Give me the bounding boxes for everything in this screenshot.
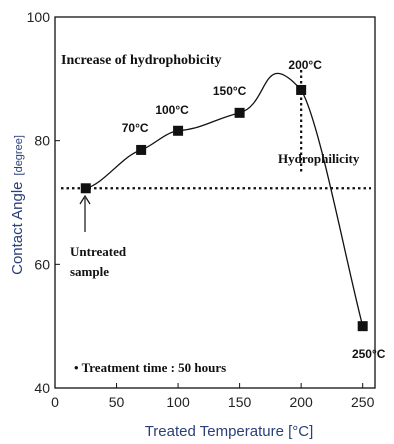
untreated-arrow-head <box>79 194 91 205</box>
annotation-treatment-time: • Treatment time : 50 hours <box>74 360 226 375</box>
data-point-marker <box>296 84 307 95</box>
x-tick-label: 200 <box>289 394 313 410</box>
data-point-marker <box>173 125 184 136</box>
y-tick-label: 40 <box>34 380 50 396</box>
data-point-marker <box>136 144 147 155</box>
point-label: 100°C <box>155 103 189 117</box>
axis-ticks: 0 50 100 150 200 250 40 60 80 100 <box>27 9 375 410</box>
x-axis-title: Treated Temperature [°C] <box>145 423 314 440</box>
annotation-untreated-line1: Untreated <box>70 244 127 259</box>
x-tick-label: 0 <box>51 394 59 410</box>
x-tick-label: 100 <box>166 394 190 410</box>
data-points <box>80 84 368 332</box>
data-point-marker <box>357 321 368 332</box>
annotation-increase-hydrophobicity: Increase of hydrophobicity <box>61 53 222 68</box>
x-tick-label: 250 <box>351 394 375 410</box>
x-tick-label: 50 <box>109 394 125 410</box>
y-axis-title: Contact Angle [degree] <box>9 135 26 275</box>
x-tick-label: 150 <box>228 394 252 410</box>
plot-frame <box>54 16 376 389</box>
series-curve <box>85 72 364 327</box>
data-point-marker <box>234 107 245 118</box>
point-label: 150°C <box>213 84 247 98</box>
annotation-hydrophilicity: Hydrophilicity <box>278 151 360 166</box>
y-tick-label: 60 <box>34 256 50 272</box>
y-tick-label: 80 <box>34 133 50 149</box>
y-axis-title-unit: [degree] <box>13 135 25 175</box>
series-line <box>85 72 364 327</box>
y-axis-title-main: Contact Angle <box>9 181 26 274</box>
point-label: 250°C <box>352 347 386 361</box>
data-point-marker <box>80 183 91 194</box>
annotation-untreated-line2: sample <box>70 264 109 279</box>
point-labels: 70°C 100°C 150°C 200°C 250°C <box>122 58 386 361</box>
point-label: 70°C <box>122 121 149 135</box>
point-label: 200°C <box>288 58 322 72</box>
y-tick-label: 100 <box>27 9 51 25</box>
